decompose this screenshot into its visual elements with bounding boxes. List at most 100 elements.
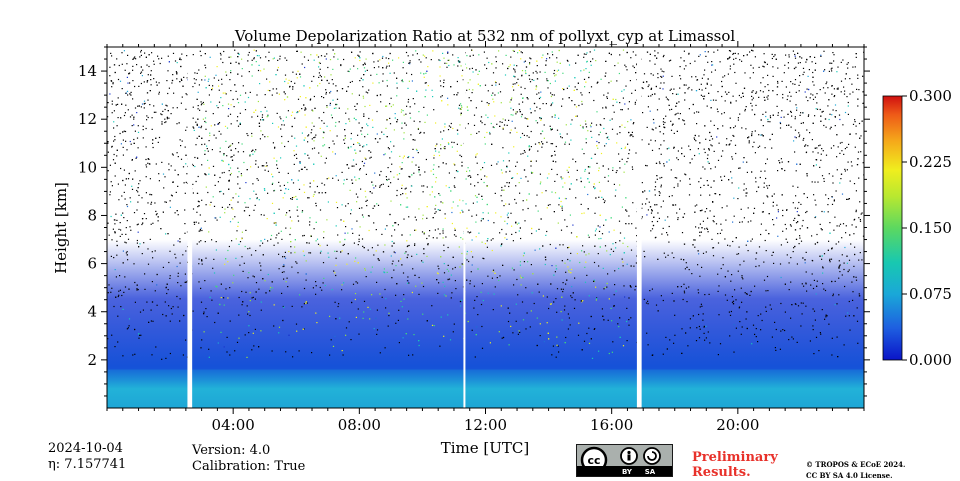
noise-dot — [394, 229, 395, 230]
noise-dot — [633, 51, 634, 52]
noise-dot — [601, 197, 602, 198]
noise-dot — [834, 95, 835, 96]
noise-dot — [151, 354, 152, 355]
noise-dot — [755, 56, 756, 57]
noise-dot — [773, 56, 774, 57]
noise-dot — [259, 55, 260, 56]
noise-dot — [171, 113, 172, 114]
noise-dot — [114, 154, 115, 155]
noise-dot — [345, 138, 346, 139]
noise-dot — [532, 172, 533, 173]
noise-dot — [493, 270, 494, 271]
noise-dot — [520, 227, 521, 228]
noise-dot — [849, 78, 850, 79]
noise-dot — [633, 122, 634, 123]
noise-dot — [313, 76, 314, 77]
noise-dot — [409, 62, 410, 63]
noise-dot — [675, 177, 676, 178]
noise-dot — [799, 90, 800, 91]
noise-dot — [304, 109, 305, 110]
noise-dot — [856, 89, 857, 90]
noise-dot — [215, 75, 216, 76]
noise-dot — [394, 251, 395, 252]
noise-dot — [116, 241, 117, 242]
noise-dot — [536, 195, 537, 196]
noise-dot — [502, 63, 503, 64]
noise-dot — [134, 143, 135, 144]
noise-dot — [146, 115, 147, 116]
noise-dot — [136, 157, 137, 158]
noise-dot — [715, 166, 716, 167]
noise-dot — [746, 311, 747, 312]
noise-dot — [138, 187, 139, 188]
noise-dot — [564, 144, 565, 145]
noise-dot — [349, 121, 350, 122]
noise-dot — [412, 54, 413, 55]
noise-dot — [418, 152, 419, 153]
noise-dot — [686, 301, 687, 302]
noise-dot — [568, 270, 569, 271]
noise-dot — [808, 76, 809, 77]
noise-dot — [685, 268, 686, 269]
noise-dot — [160, 63, 161, 64]
noise-dot — [760, 135, 761, 136]
noise-dot — [581, 213, 582, 214]
noise-dot — [124, 192, 125, 193]
noise-dot — [312, 122, 313, 123]
noise-dot — [746, 162, 747, 163]
noise-dot — [462, 263, 463, 264]
noise-dot — [769, 139, 770, 140]
noise-dot — [598, 253, 599, 254]
noise-dot — [296, 331, 297, 332]
noise-dot — [372, 127, 373, 128]
noise-dot — [685, 174, 686, 175]
noise-dot — [605, 76, 606, 77]
noise-dot — [822, 229, 823, 230]
noise-dot — [398, 57, 399, 58]
noise-dot — [797, 187, 798, 188]
noise-dot — [853, 124, 854, 125]
noise-dot — [558, 204, 559, 205]
noise-dot — [361, 78, 362, 79]
noise-dot — [845, 148, 846, 149]
noise-dot — [343, 221, 344, 222]
noise-dot — [657, 259, 658, 260]
noise-dot — [629, 101, 630, 102]
noise-dot — [798, 202, 799, 203]
noise-dot — [255, 110, 256, 111]
noise-dot — [835, 304, 836, 305]
noise-dot — [699, 89, 700, 90]
noise-dot — [622, 243, 623, 244]
noise-dot — [799, 238, 800, 239]
noise-dot — [598, 134, 599, 135]
noise-dot — [584, 251, 585, 252]
noise-dot — [537, 72, 538, 73]
noise-dot — [178, 174, 179, 175]
noise-dot — [737, 198, 738, 199]
noise-dot — [362, 86, 363, 87]
noise-dot — [739, 321, 740, 322]
noise-dot — [700, 195, 701, 196]
noise-dot — [704, 149, 705, 150]
noise-dot — [816, 337, 817, 338]
noise-dot — [770, 115, 771, 116]
noise-dot — [442, 53, 443, 54]
noise-dot — [802, 313, 803, 314]
noise-dot — [157, 213, 158, 214]
noise-dot — [604, 145, 605, 146]
noise-dot — [426, 71, 427, 72]
noise-dot — [566, 226, 567, 227]
noise-dot — [273, 58, 274, 59]
noise-dot — [118, 295, 119, 296]
noise-dot — [593, 100, 594, 101]
noise-dot — [706, 228, 707, 229]
noise-dot — [276, 164, 277, 165]
noise-dot — [137, 138, 138, 139]
noise-dot — [806, 152, 807, 153]
noise-dot — [400, 258, 401, 259]
noise-dot — [148, 66, 149, 67]
noise-dot — [296, 154, 297, 155]
noise-dot — [454, 177, 455, 178]
noise-dot — [652, 94, 653, 95]
noise-dot — [516, 203, 517, 204]
